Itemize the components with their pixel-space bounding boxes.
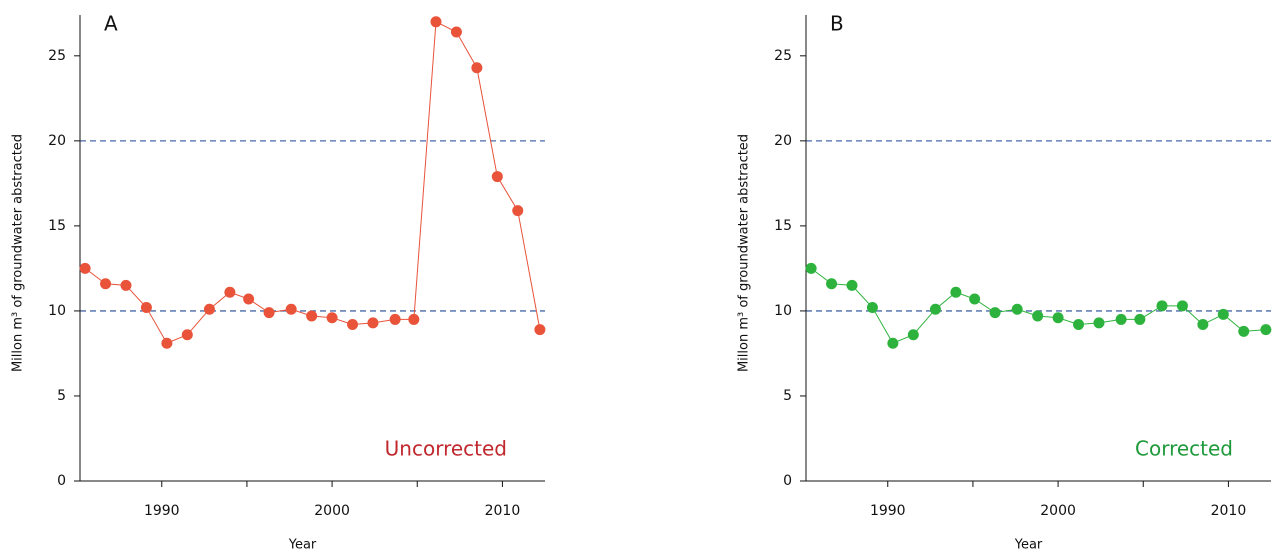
data-point bbox=[1156, 300, 1168, 312]
y-tick-label: 5 bbox=[57, 388, 66, 404]
data-point bbox=[805, 262, 817, 274]
data-point bbox=[1093, 317, 1105, 329]
x-tick-label: 2010 bbox=[1211, 503, 1247, 519]
panel: 0 5 10 15 20 25 1990 2000 2010 Year Millon m³ of g… bbox=[11, 12, 546, 553]
annotation: Uncorrected bbox=[385, 437, 507, 461]
data-point bbox=[203, 303, 215, 315]
y-tick-label: 20 bbox=[774, 133, 792, 149]
panel: 0 5 10 15 20 25 1990 2000 2010 Year Millon m³ of g… bbox=[737, 12, 1272, 553]
data-point bbox=[471, 62, 483, 74]
data-point bbox=[79, 262, 91, 274]
y-tick-label: 15 bbox=[774, 218, 792, 234]
data-point bbox=[285, 303, 297, 315]
data-point bbox=[367, 317, 379, 329]
y-tick-label: 0 bbox=[57, 473, 66, 489]
data-point bbox=[1217, 308, 1229, 320]
data-point bbox=[846, 279, 858, 291]
data-point bbox=[1073, 319, 1085, 331]
connector-line bbox=[810, 268, 1266, 344]
x-axis-label: Year bbox=[288, 538, 317, 553]
data-point bbox=[263, 307, 275, 319]
data-point bbox=[1011, 303, 1023, 315]
y-tick-label: 10 bbox=[774, 303, 792, 319]
data-point bbox=[826, 278, 838, 290]
data-point bbox=[929, 303, 941, 315]
x-axis-label: Year bbox=[1014, 538, 1043, 553]
data-point bbox=[243, 293, 255, 305]
panel-label: B bbox=[830, 12, 844, 36]
data-point bbox=[1176, 300, 1188, 312]
data-point bbox=[347, 319, 359, 331]
y-tick-label: 25 bbox=[774, 48, 792, 64]
data-point bbox=[161, 337, 173, 349]
data-point bbox=[181, 329, 193, 341]
data-point bbox=[512, 205, 524, 217]
y-tick-label: 15 bbox=[48, 218, 66, 234]
data-point bbox=[907, 329, 919, 341]
data-point bbox=[450, 26, 462, 38]
data-point bbox=[326, 312, 338, 324]
data-point bbox=[140, 302, 152, 314]
x-tick-label: 1990 bbox=[870, 503, 906, 519]
data-point bbox=[491, 171, 503, 183]
data-point bbox=[887, 337, 899, 349]
data-point bbox=[1032, 310, 1044, 322]
data-point bbox=[989, 307, 1001, 319]
data-point bbox=[1260, 324, 1272, 336]
y-tick-label: 5 bbox=[783, 388, 792, 404]
data-point bbox=[866, 302, 878, 314]
y-axis-label: Millon m³ of groundwater abstracted bbox=[11, 134, 26, 372]
connector-line bbox=[84, 21, 541, 344]
data-point bbox=[100, 278, 112, 290]
data-point bbox=[1134, 313, 1146, 325]
data-point bbox=[120, 279, 132, 291]
annotation: Corrected bbox=[1135, 437, 1233, 461]
data-point bbox=[1238, 325, 1250, 337]
data-point bbox=[950, 286, 962, 298]
panel-label: A bbox=[104, 12, 118, 36]
data-point bbox=[224, 286, 236, 298]
y-tick-label: 25 bbox=[48, 48, 66, 64]
x-tick-label: 2000 bbox=[1040, 503, 1076, 519]
data-point bbox=[1052, 312, 1064, 324]
y-axis-label: Millon m³ of groundwater abstracted bbox=[737, 134, 752, 372]
data-point bbox=[1197, 319, 1209, 331]
y-tick-label: 10 bbox=[48, 303, 66, 319]
x-tick-label: 2000 bbox=[314, 503, 350, 519]
y-tick-label: 20 bbox=[48, 133, 66, 149]
data-point bbox=[408, 313, 420, 325]
data-point bbox=[389, 313, 401, 325]
data-point bbox=[1115, 313, 1127, 325]
data-point bbox=[306, 310, 318, 322]
x-tick-label: 1990 bbox=[144, 503, 180, 519]
y-tick-label: 0 bbox=[783, 473, 792, 489]
data-point bbox=[534, 324, 546, 336]
data-point bbox=[430, 16, 442, 28]
data-point bbox=[969, 293, 981, 305]
x-tick-label: 2010 bbox=[485, 503, 521, 519]
